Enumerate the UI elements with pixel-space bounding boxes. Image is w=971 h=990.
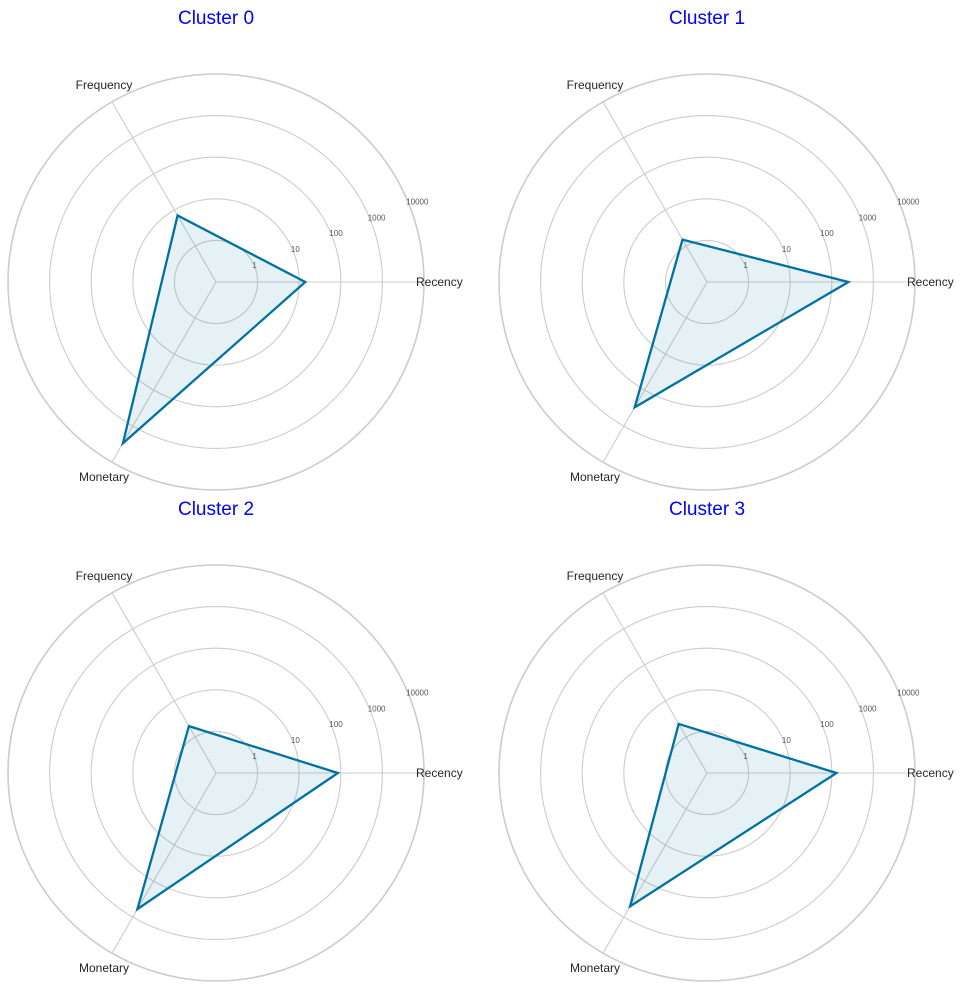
radial-tick-label: 1000: [368, 704, 386, 713]
series-line: [632, 238, 852, 410]
axis-label-frequency: Frequency: [76, 569, 133, 583]
radial-tick-label: 10: [291, 736, 300, 745]
axis-label-recency: Recency: [907, 766, 954, 780]
grid-spoke: [111, 281, 217, 463]
radial-tick-label: 1: [743, 752, 748, 761]
grid-spoke: [111, 101, 217, 283]
axis-label-recency: Recency: [907, 275, 954, 289]
grid-spoke: [602, 592, 708, 774]
radial-tick-label: 1: [252, 261, 257, 270]
radar-panel-0: 1 10 100 1000 10000 Recency Frequency Monetary C…: [7, 8, 463, 491]
radial-tick-label: 10000: [897, 688, 920, 697]
axis-label-monetary: Monetary: [570, 470, 620, 484]
radial-tick-label: 1000: [859, 704, 877, 713]
axis-label-monetary: Monetary: [79, 961, 129, 975]
series-line: [120, 213, 308, 447]
radial-tick-label: 10000: [406, 688, 429, 697]
radial-tick-label: 1000: [859, 213, 877, 222]
chart-title: Cluster 2: [178, 499, 254, 520]
radial-tick-label: 10: [782, 245, 791, 254]
axis-label-recency: Recency: [416, 275, 463, 289]
radial-tick-label: 10000: [897, 197, 920, 206]
grid-spoke: [602, 101, 708, 283]
axis-label-frequency: Frequency: [567, 569, 624, 583]
radial-tick-label: 100: [820, 229, 834, 238]
grid-spoke: [111, 592, 217, 774]
chart-title: Cluster 3: [669, 499, 745, 520]
radial-tick-label: 100: [329, 229, 343, 238]
series-line: [628, 722, 840, 909]
radial-tick-label: 100: [329, 720, 343, 729]
radial-tick-label: 10000: [406, 197, 429, 206]
axis-label-recency: Recency: [416, 766, 463, 780]
series-area: [122, 215, 306, 444]
grid-spoke: [602, 281, 708, 463]
axis-label-monetary: Monetary: [570, 961, 620, 975]
chart-title: Cluster 1: [669, 8, 745, 29]
series-line: [135, 724, 341, 912]
radial-tick-label: 1: [252, 752, 257, 761]
radial-tick-label: 10: [291, 245, 300, 254]
radial-tick-label: 1: [743, 261, 748, 270]
radar-panel-1: 1 10 100 1000 10000 Recency Frequency Monetary C…: [498, 8, 954, 491]
series-area: [137, 726, 338, 910]
radar-panel-3: 1 10 100 1000 10000 Recency Frequency Monetary C…: [498, 499, 954, 982]
chart-title: Cluster 0: [178, 8, 254, 29]
grid-spoke: [602, 772, 708, 954]
series-area: [630, 723, 837, 907]
radial-tick-label: 1000: [368, 213, 386, 222]
axis-label-frequency: Frequency: [567, 78, 624, 92]
radial-tick-label: 100: [820, 720, 834, 729]
grid-spoke: [111, 772, 217, 954]
radial-tick-label: 10: [782, 736, 791, 745]
series-area: [634, 239, 849, 408]
radar-panel-2: 1 10 100 1000 10000 Recency Frequency Monetary C…: [7, 499, 463, 982]
axis-label-frequency: Frequency: [76, 78, 133, 92]
axis-label-monetary: Monetary: [79, 470, 129, 484]
